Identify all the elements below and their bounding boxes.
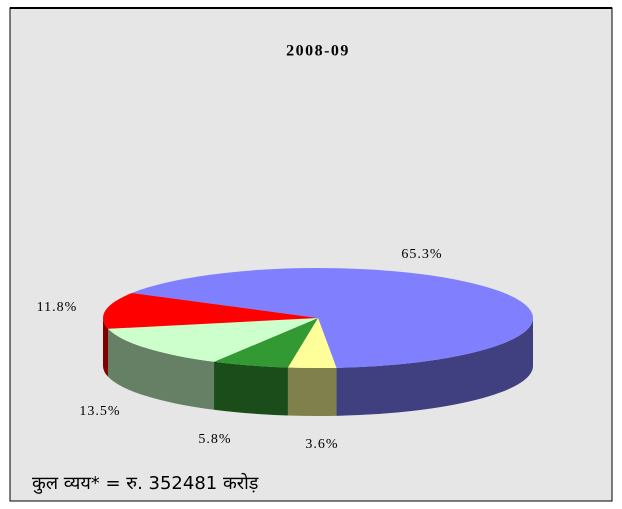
data-label: 3.6% [305, 437, 338, 452]
annotation: कुल व्यय* = रु. 352481 करोड़ [32, 472, 259, 494]
data-label: 11.8% [37, 300, 78, 315]
pie-side [214, 361, 288, 416]
chart-title: 2008-09 [286, 43, 350, 60]
pie-slice [102, 293, 318, 329]
data-label: 13.5% [79, 404, 120, 419]
chart-frame [9, 7, 613, 502]
pie-slice [108, 318, 318, 362]
pie-side [287, 367, 337, 416]
data-label: 5.8% [198, 432, 231, 447]
data-label: 65.3% [401, 247, 442, 262]
pie-side [108, 328, 215, 410]
pie-slice [287, 318, 337, 368]
pie-slice [131, 268, 533, 368]
pie-side [103, 318, 109, 377]
pie-slice [214, 318, 318, 368]
pie-side [336, 318, 533, 416]
